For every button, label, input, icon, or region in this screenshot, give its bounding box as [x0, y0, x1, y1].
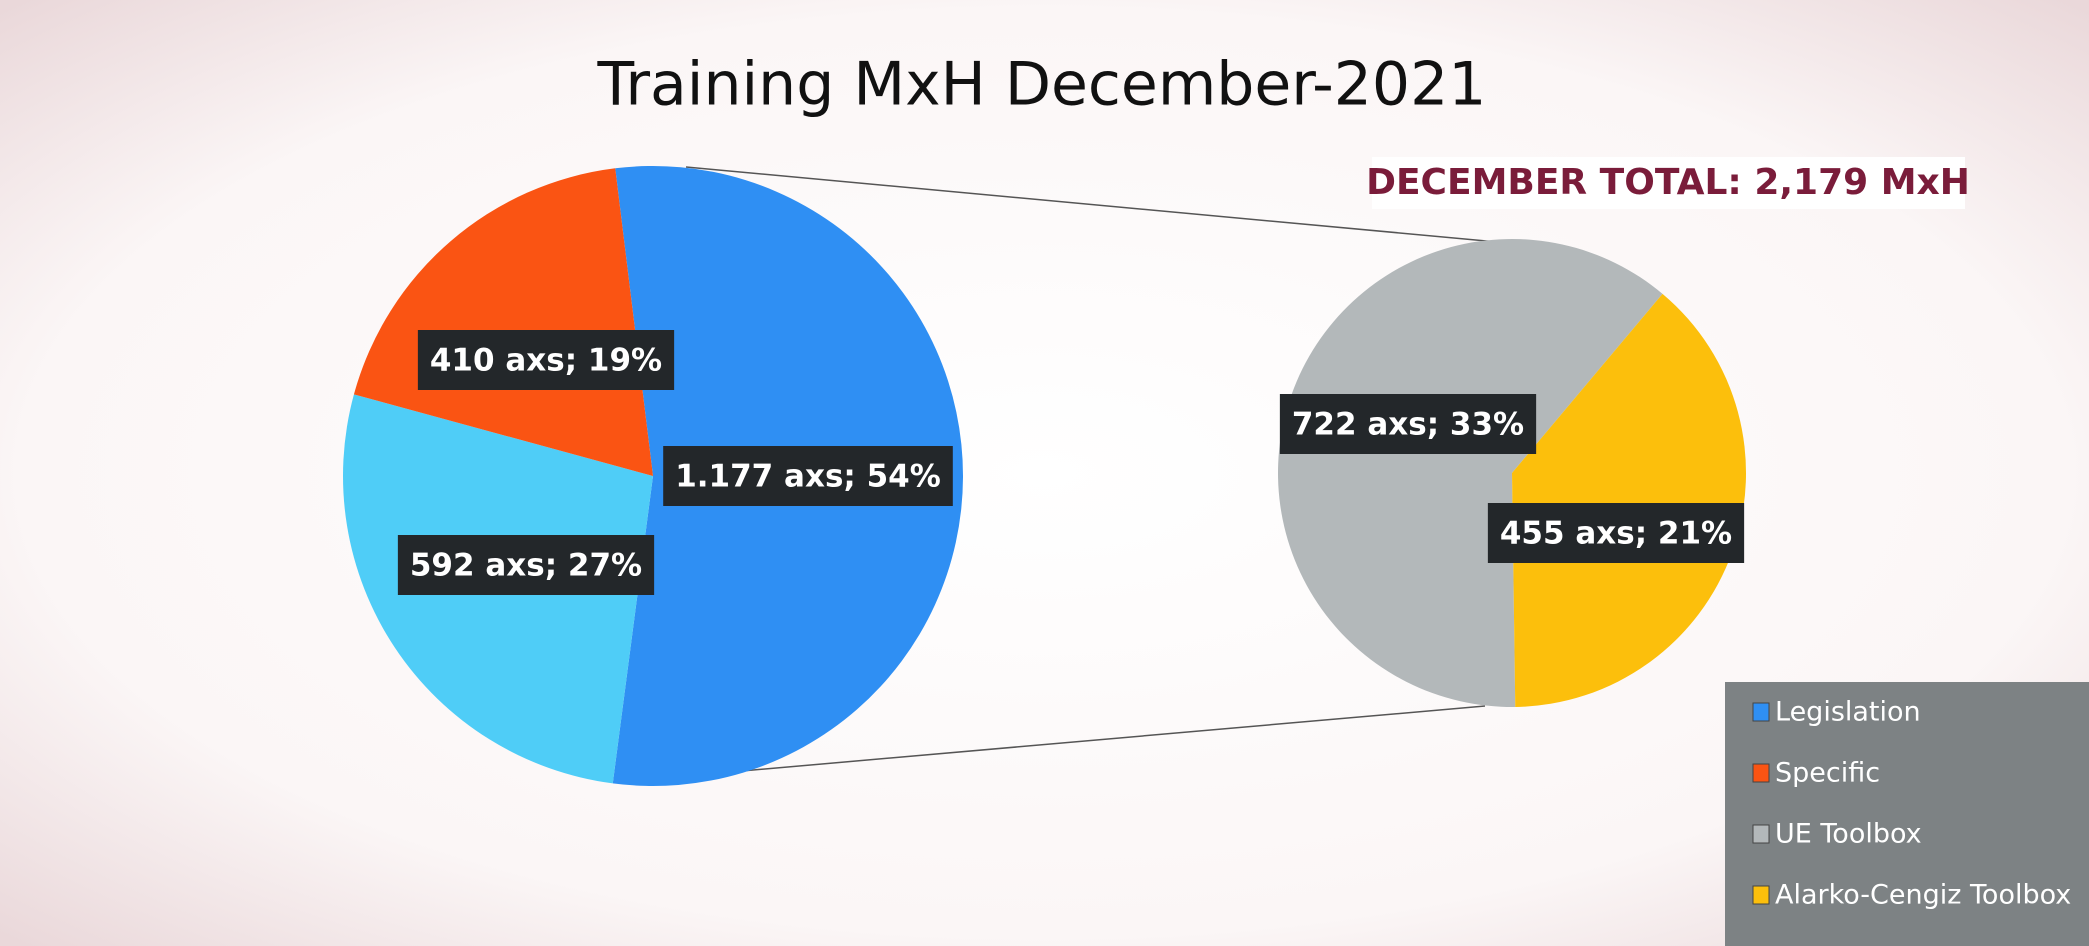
- legend-marker: [1752, 824, 1770, 844]
- legend-label: Alarko-Cengiz Toolbox: [1775, 880, 2071, 911]
- legend-label: Specific: [1775, 758, 1880, 789]
- legend: Legislation Specific UE Toolbox Alarko-Ceng…: [1752, 697, 2071, 911]
- annotation: DECEMBER TOTAL: 2,179 MxH: [1366, 162, 1970, 203]
- legend-marker: [1752, 702, 1770, 722]
- pie-slice: [353, 168, 653, 476]
- data-label: 410 axs; 19%: [430, 343, 662, 379]
- data-label-box: [1279, 394, 1537, 454]
- data-label: 455 axs; 21%: [1500, 516, 1732, 552]
- legend-label: UE Toolbox: [1775, 819, 1922, 850]
- pie-slice: [1278, 239, 1663, 707]
- legend-label: Legislation: [1775, 697, 1921, 728]
- legend-marker: [1752, 885, 1770, 905]
- connector-line: [718, 705, 1486, 774]
- connector-line: [685, 166, 1520, 245]
- data-label-box: [663, 446, 953, 506]
- data-label-box: [1487, 503, 1745, 563]
- data-label: 722 axs; 33%: [1292, 407, 1524, 443]
- chart-title: Training MxH December-2021: [597, 50, 1487, 120]
- legend-box: [1725, 682, 2089, 946]
- data-label-box: [397, 535, 655, 595]
- data-label: 592 axs; 27%: [410, 548, 642, 584]
- data-label-box: [417, 330, 675, 390]
- data-labels: 1.177 axs; 54% 592 axs; 27% 410 axs; 19% 72…: [397, 330, 1745, 595]
- pie-slice: [1512, 293, 1746, 707]
- annotation-box: [1372, 157, 1965, 209]
- data-label: 1.177 axs; 54%: [675, 459, 941, 495]
- legend-marker: [1752, 763, 1770, 783]
